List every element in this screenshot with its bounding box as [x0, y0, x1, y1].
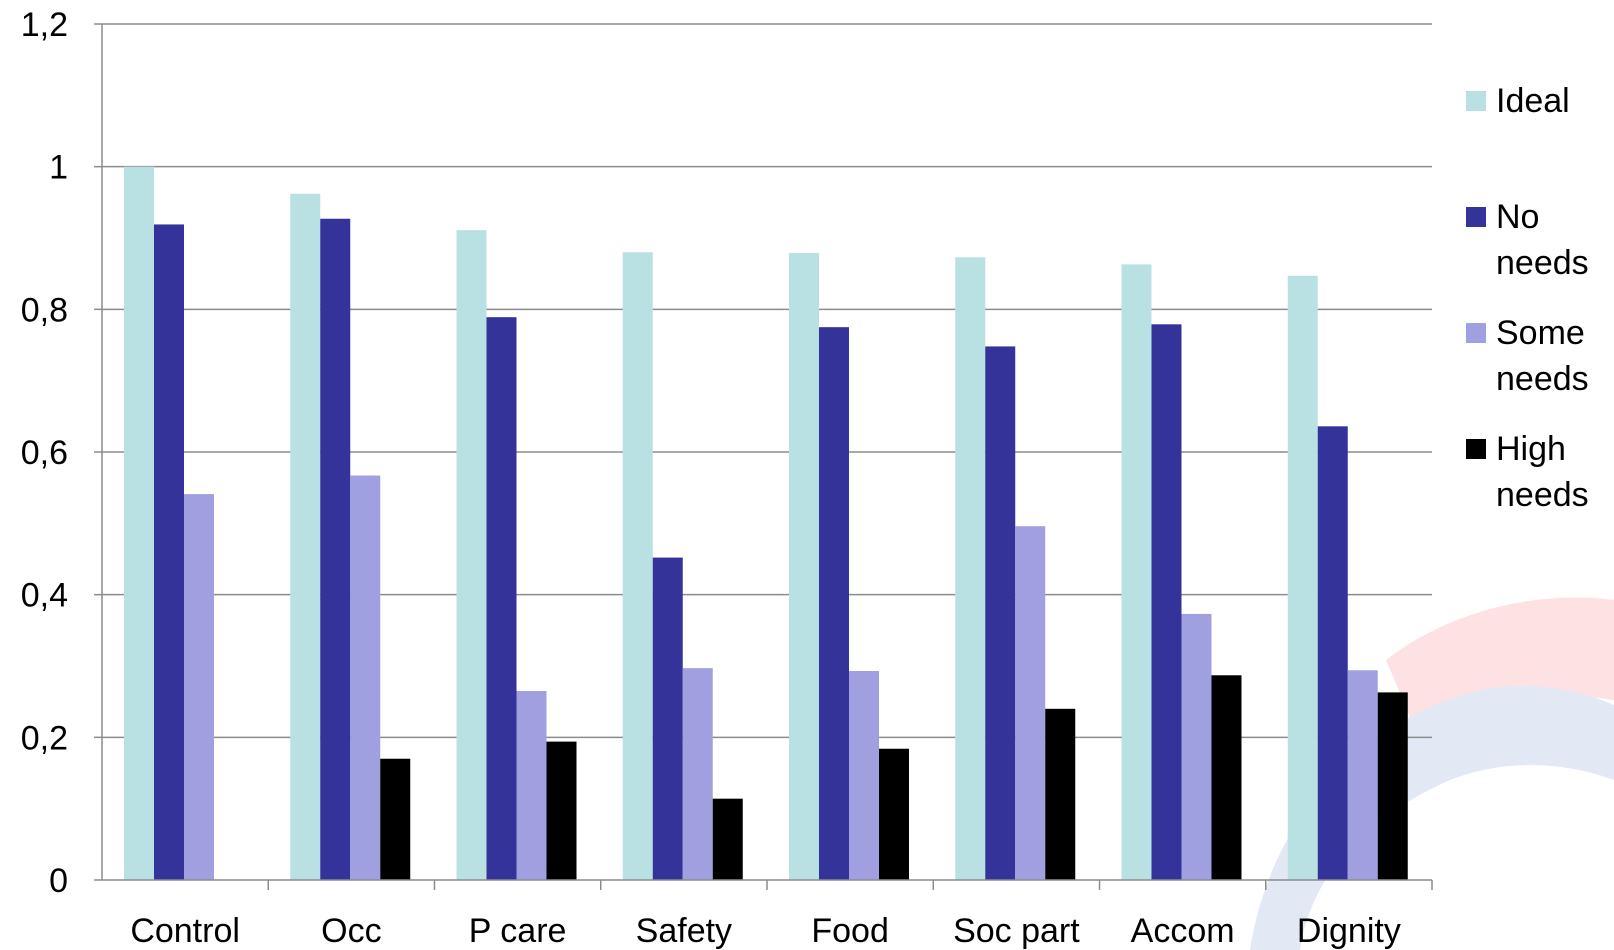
bar-high-needs-soc-part — [1045, 708, 1076, 880]
bar-high-needs-p-care — [546, 741, 577, 880]
bar-no-needs-food — [819, 327, 849, 881]
bar-some-needs-p-care — [516, 690, 547, 880]
legend-label: High needs — [1496, 430, 1589, 514]
x-tick-label: P care — [469, 912, 567, 950]
bar-no-needs-p-care — [486, 317, 517, 880]
bar-some-needs-control — [184, 494, 214, 880]
y-tick-label: 0,8 — [21, 291, 68, 329]
bar-high-needs-dignity — [1377, 692, 1408, 880]
x-tick-label: Occ — [321, 912, 381, 950]
bar-high-needs-safety — [712, 798, 743, 880]
bar-some-needs-safety — [682, 668, 713, 880]
y-tick-label: 1,2 — [21, 6, 68, 44]
bar-ideal-p-care — [456, 230, 487, 881]
legend-label: Ideal — [1496, 82, 1570, 120]
y-tick-label: 0 — [49, 862, 68, 900]
x-tick-label: Soc part — [953, 912, 1080, 950]
x-tick-label: Safety — [636, 912, 732, 950]
bar-some-needs-food — [849, 670, 879, 880]
legend-swatch — [1466, 207, 1486, 227]
y-tick-label: 0,4 — [21, 577, 68, 615]
bar-no-needs-control — [154, 224, 184, 881]
bar-some-needs-accom — [1181, 613, 1212, 880]
x-tick-label: Control — [130, 912, 240, 950]
background-swoosh-decoration — [1250, 597, 1614, 950]
bar-no-needs-soc-part — [985, 346, 1016, 881]
legend-swatch — [1466, 323, 1486, 343]
axes — [94, 23, 1433, 890]
bar-ideal-accom — [1121, 264, 1152, 881]
legend-label: Some needs — [1496, 314, 1589, 398]
bar-no-needs-safety — [652, 557, 683, 880]
bars — [124, 166, 1408, 881]
bar-ideal-occ — [290, 193, 321, 881]
bar-ideal-soc-part — [955, 257, 986, 880]
bar-no-needs-occ — [320, 218, 351, 881]
legend-swatch — [1466, 91, 1486, 111]
x-tick-label: Dignity — [1297, 912, 1401, 950]
x-tick-label: Food — [811, 912, 889, 950]
bar-ideal-control — [124, 166, 154, 880]
bar-ideal-dignity — [1287, 275, 1318, 881]
y-tick-label: 0,2 — [21, 719, 68, 757]
bar-ideal-food — [789, 252, 819, 881]
bar-some-needs-soc-part — [1015, 526, 1046, 880]
legend-label: No needs — [1496, 198, 1589, 282]
bar-some-needs-occ — [350, 475, 381, 880]
y-tick-labels: 0 0,2 0,4 0,6 0,8 1 1,2 — [21, 6, 68, 900]
bar-high-needs-food — [879, 748, 909, 880]
bar-no-needs-accom — [1151, 324, 1182, 880]
bar-no-needs-dignity — [1317, 426, 1348, 880]
bar-ideal-safety — [622, 252, 653, 880]
bar-some-needs-dignity — [1347, 670, 1378, 880]
x-tick-label: Accom — [1131, 912, 1235, 950]
bar-high-needs-accom — [1211, 675, 1242, 880]
x-tick-labels: Control Occ P care Safety Food Soc part Accom D… — [130, 912, 1401, 950]
y-tick-label: 1 — [49, 149, 68, 187]
bar-high-needs-occ — [380, 758, 411, 880]
legend-swatch — [1466, 439, 1486, 459]
y-tick-label: 0,6 — [21, 434, 68, 472]
